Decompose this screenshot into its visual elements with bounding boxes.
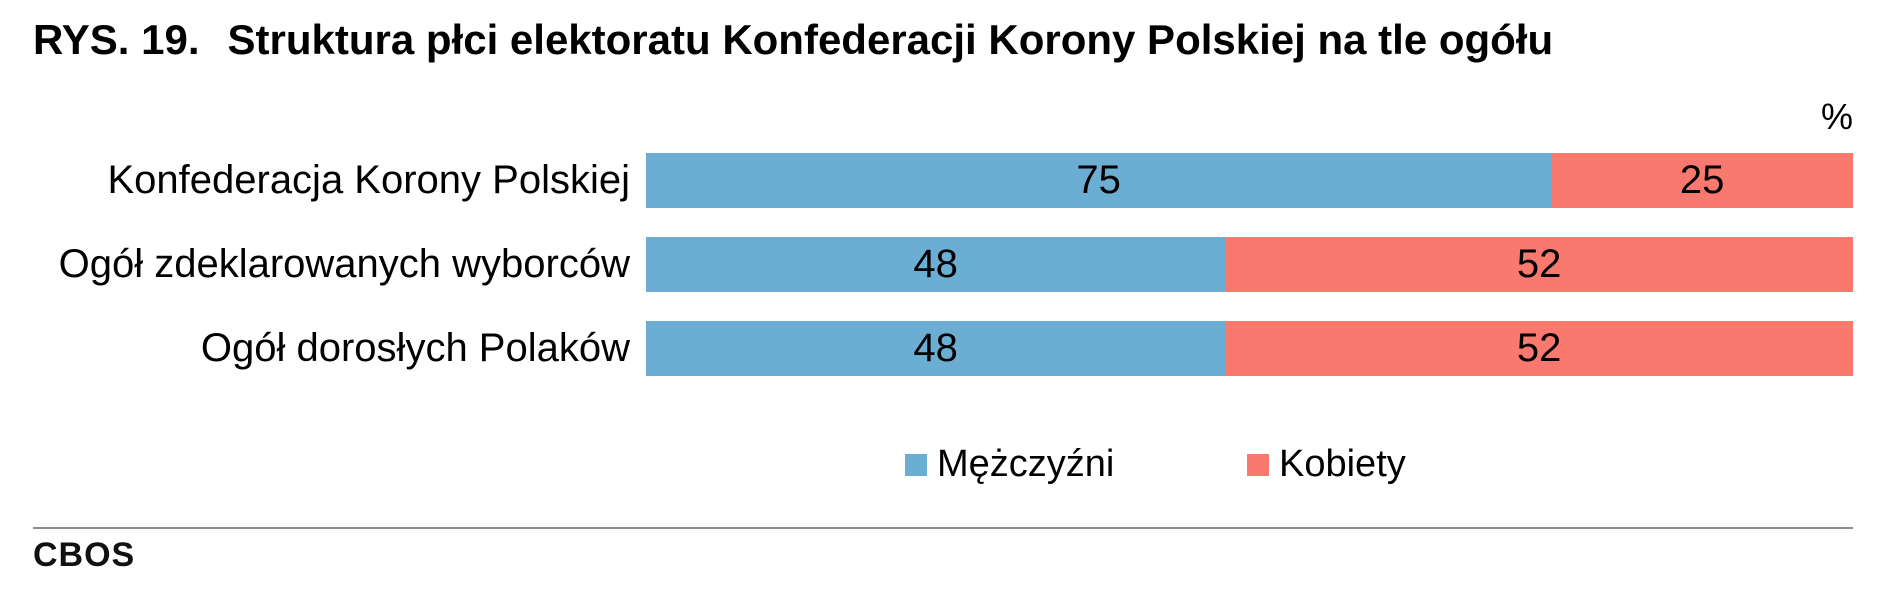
legend: Mężczyźni Kobiety xyxy=(0,443,1890,485)
value-label: 25 xyxy=(1679,158,1725,202)
legend-swatch xyxy=(905,453,927,476)
category-label: Konfederacja Korony Polskiej xyxy=(107,158,630,202)
category-label: Ogół dorosłych Polaków xyxy=(200,326,630,370)
value-label: 52 xyxy=(1516,242,1562,286)
cbos-logo: CBOS xyxy=(33,536,136,574)
bar-track: 75 25 xyxy=(646,153,1853,208)
bar-segment-1: 52 xyxy=(1225,321,1853,376)
value-label: 48 xyxy=(913,242,958,286)
stacked-bar-chart: Konfederacja Korony Polskiej 75 25 Ogół zde… xyxy=(0,153,1853,405)
legend-label: Kobiety xyxy=(1279,443,1406,485)
bar-track: 48 52 xyxy=(646,237,1853,292)
bar-segment-1: 52 xyxy=(1225,237,1853,292)
legend-item: Kobiety xyxy=(1247,443,1406,486)
legend-swatch xyxy=(1247,453,1269,476)
chart-row: Konfederacja Korony Polskiej 75 25 xyxy=(0,153,1853,208)
bar-segment-0: 48 xyxy=(646,321,1226,376)
chart-row: Ogół dorosłych Polaków 48 52 xyxy=(0,321,1853,376)
value-label: 75 xyxy=(1076,158,1121,202)
value-label: 52 xyxy=(1516,326,1562,370)
legend-item: Mężczyźni xyxy=(905,443,1114,486)
figure-title-text: Struktura płci elektoratu Konfederacji K… xyxy=(227,16,1554,63)
footer-divider xyxy=(33,527,1853,529)
unit-label: % xyxy=(1820,96,1853,137)
bar-segment-0: 48 xyxy=(646,237,1226,292)
chart-title: RYS. 19. Struktura płci elektoratu Konfed… xyxy=(33,16,1553,64)
value-label: 48 xyxy=(913,326,958,370)
bar-track: 48 52 xyxy=(646,321,1853,376)
legend-label: Mężczyźni xyxy=(937,443,1115,485)
figure-number: RYS. 19. xyxy=(33,16,200,63)
category-label: Ogół zdeklarowanych wyborców xyxy=(58,242,630,286)
bar-segment-0: 75 xyxy=(646,153,1552,208)
bar-segment-1: 25 xyxy=(1551,153,1853,208)
chart-row: Ogół zdeklarowanych wyborców 48 52 xyxy=(0,237,1853,292)
